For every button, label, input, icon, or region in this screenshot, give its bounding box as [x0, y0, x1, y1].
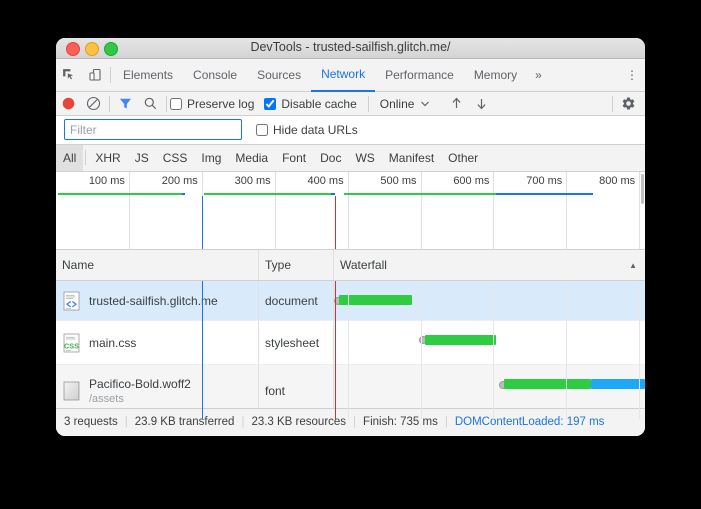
svg-text:CSS: CSS — [64, 341, 79, 350]
